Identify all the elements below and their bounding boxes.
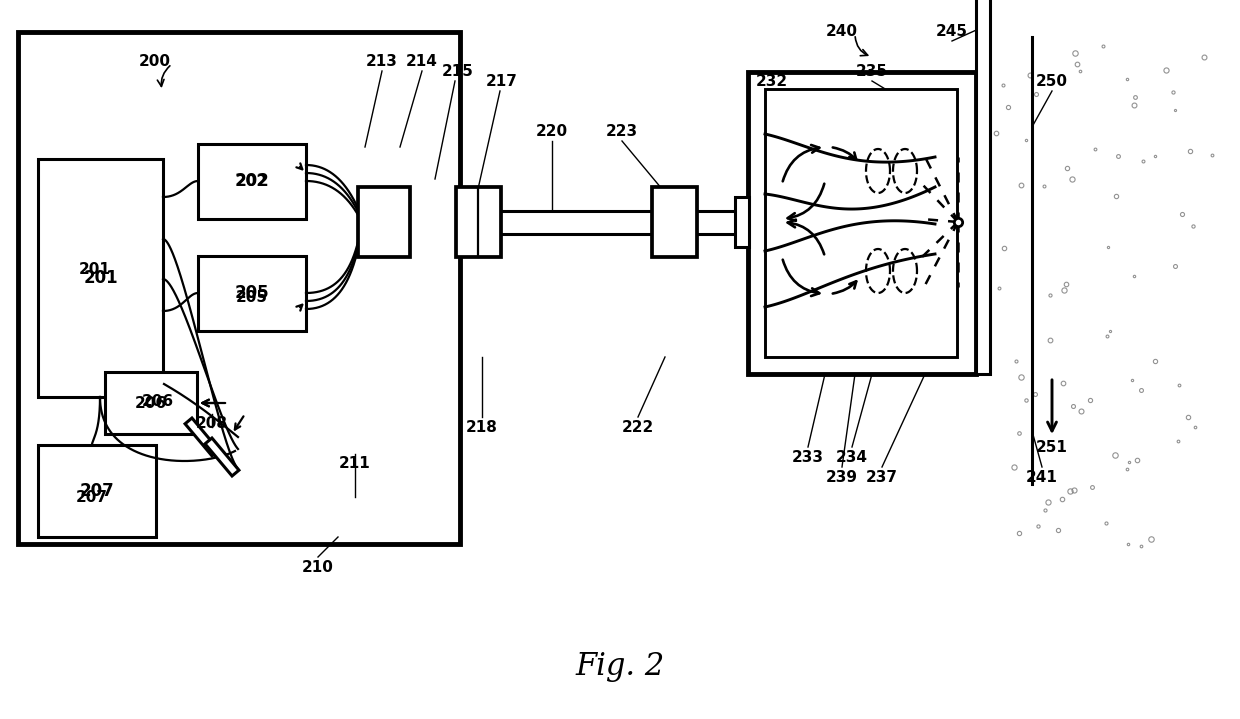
Bar <box>358 187 410 257</box>
Text: 208: 208 <box>196 416 228 431</box>
Text: 201: 201 <box>83 269 118 287</box>
Text: 205: 205 <box>236 290 268 305</box>
Text: 232: 232 <box>756 73 789 88</box>
Text: 240: 240 <box>826 24 858 39</box>
Text: 223: 223 <box>606 124 639 139</box>
Text: 205: 205 <box>234 285 269 303</box>
Text: 214: 214 <box>405 53 438 68</box>
Text: 206: 206 <box>141 393 174 408</box>
Bar <box>38 445 156 537</box>
Bar <box>198 256 306 331</box>
Text: 241: 241 <box>1025 470 1058 485</box>
Text: 218: 218 <box>466 419 498 434</box>
Text: 207: 207 <box>76 490 108 505</box>
Text: 217: 217 <box>486 73 518 88</box>
Text: 237: 237 <box>866 470 898 485</box>
Text: 234: 234 <box>836 449 868 464</box>
Text: 210: 210 <box>303 559 334 574</box>
Text: 200: 200 <box>139 53 171 68</box>
Text: 202: 202 <box>236 173 268 188</box>
Polygon shape <box>185 418 219 456</box>
Text: 239: 239 <box>826 470 858 485</box>
Text: 235: 235 <box>856 63 888 78</box>
Text: Fig. 2: Fig. 2 <box>575 651 665 682</box>
Text: 215: 215 <box>443 63 474 78</box>
Text: 250: 250 <box>1035 73 1068 88</box>
Text: 251: 251 <box>1037 439 1068 454</box>
Bar <box>735 197 749 247</box>
Bar <box>105 372 197 434</box>
Bar <box>38 159 162 397</box>
Bar <box>748 72 976 374</box>
Text: 207: 207 <box>79 482 114 500</box>
Text: 245: 245 <box>936 24 968 39</box>
Text: 213: 213 <box>366 53 398 68</box>
Text: 206: 206 <box>135 395 167 411</box>
Text: 202: 202 <box>234 173 269 191</box>
Bar <box>976 0 990 374</box>
Bar <box>198 144 306 219</box>
Text: 220: 220 <box>536 124 568 139</box>
Bar <box>19 32 460 544</box>
Text: 233: 233 <box>792 449 825 464</box>
Bar <box>765 89 957 357</box>
Polygon shape <box>205 438 239 476</box>
Text: 222: 222 <box>622 419 655 434</box>
Text: 201: 201 <box>79 262 110 277</box>
Bar <box>456 187 501 257</box>
Bar <box>652 187 697 257</box>
Text: 211: 211 <box>339 457 371 472</box>
